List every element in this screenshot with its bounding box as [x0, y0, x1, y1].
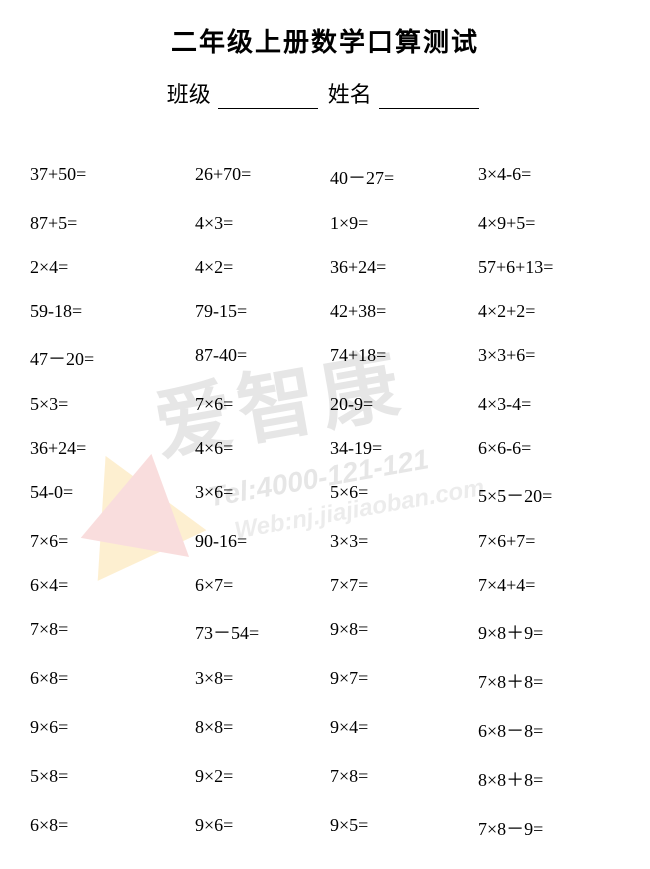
problem-cell: 20-9= [320, 394, 460, 415]
problem-cell: 36+24= [30, 438, 180, 459]
problem-cell: 7×7= [320, 575, 460, 596]
problem-cell: 4×2+2= [460, 301, 620, 322]
student-info-row: 班级 姓名 [30, 77, 620, 109]
problem-cell: 3×3+6= [460, 345, 620, 371]
problem-cell: 36+24= [320, 257, 460, 278]
problem-cell: 9×4= [320, 717, 460, 743]
problem-cell: 9×8＋9= [460, 619, 620, 645]
name-blank[interactable] [379, 87, 479, 109]
problem-cell: 6×8= [30, 815, 180, 841]
problem-cell: 9×6= [30, 717, 180, 743]
problem-cell: 7×6+7= [460, 531, 620, 552]
problem-cell: 3×4-6= [460, 164, 620, 190]
problem-cell: 5×5－20= [460, 482, 620, 508]
problem-cell: 47－20= [30, 345, 180, 371]
class-blank[interactable] [218, 87, 318, 109]
problem-cell: 7×6= [180, 394, 320, 415]
problem-cell: 7×8－9= [460, 815, 620, 841]
problem-cell: 74+18= [320, 345, 460, 371]
problem-cell: 42+38= [320, 301, 460, 322]
problem-cell: 6×6-6= [460, 438, 620, 459]
problem-cell: 6×4= [30, 575, 180, 596]
problem-cell: 7×6= [30, 531, 180, 552]
problem-cell: 37+50= [30, 164, 180, 190]
problem-cell: 90-16= [180, 531, 320, 552]
class-label: 班级 [167, 77, 211, 109]
worksheet-page: 二年级上册数学口算测试 班级 姓名 37+50=26+70=40－27=3×4-… [0, 0, 650, 861]
problem-cell: 6×7= [180, 575, 320, 596]
problem-cell: 6×8= [30, 668, 180, 694]
problem-cell: 9×8= [320, 619, 460, 645]
problem-cell: 59-18= [30, 301, 180, 322]
problem-cell: 1×9= [320, 213, 460, 234]
problem-cell: 73－54= [180, 619, 320, 645]
problem-cell: 7×4+4= [460, 575, 620, 596]
problem-cell: 2×4= [30, 257, 180, 278]
problem-cell: 5×6= [320, 482, 460, 508]
problem-cell: 3×6= [180, 482, 320, 508]
problem-cell: 40－27= [320, 164, 460, 190]
problem-cell: 4×2= [180, 257, 320, 278]
problem-cell: 5×3= [30, 394, 180, 415]
problem-cell: 4×6= [180, 438, 320, 459]
problem-cell: 7×8＋8= [460, 668, 620, 694]
problem-cell: 9×2= [180, 766, 320, 792]
page-title: 二年级上册数学口算测试 [30, 22, 620, 59]
problem-cell: 87-40= [180, 345, 320, 371]
problem-cell: 3×3= [320, 531, 460, 552]
problem-cell: 4×3-4= [460, 394, 620, 415]
problem-cell: 87+5= [30, 213, 180, 234]
problem-cell: 4×3= [180, 213, 320, 234]
problem-cell: 57+6+13= [460, 257, 620, 278]
problem-cell: 8×8= [180, 717, 320, 743]
problem-cell: 9×6= [180, 815, 320, 841]
problem-cell: 7×8= [30, 619, 180, 645]
problem-cell: 4×9+5= [460, 213, 620, 234]
problems-grid: 37+50=26+70=40－27=3×4-6= 87+5=4×3=1×9=4×9… [30, 164, 620, 841]
problem-cell: 8×8＋8= [460, 766, 620, 792]
problem-cell: 54-0= [30, 482, 180, 508]
problem-cell: 6×8－8= [460, 717, 620, 743]
problem-cell: 79-15= [180, 301, 320, 322]
problem-cell: 3×8= [180, 668, 320, 694]
problem-cell: 26+70= [180, 164, 320, 190]
problem-cell: 34-19= [320, 438, 460, 459]
problem-cell: 7×8= [320, 766, 460, 792]
problem-cell: 9×7= [320, 668, 460, 694]
name-label: 姓名 [328, 77, 372, 109]
problem-cell: 5×8= [30, 766, 180, 792]
problem-cell: 9×5= [320, 815, 460, 841]
